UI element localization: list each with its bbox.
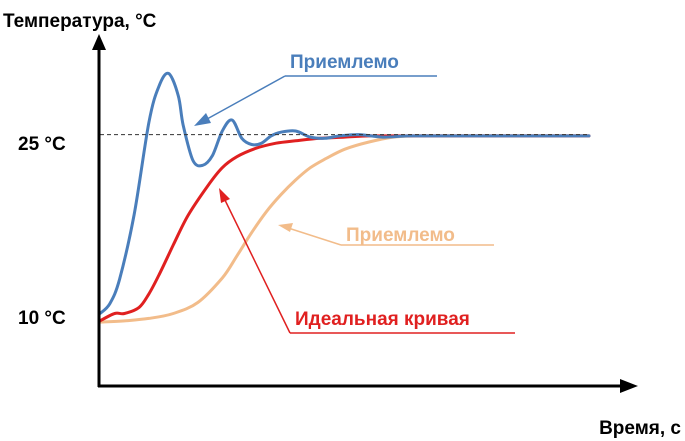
annotation-orange: Приемлемо xyxy=(278,223,494,246)
annotation-leader xyxy=(221,193,291,334)
y-axis-label: Температура, °C xyxy=(3,11,157,32)
y-axis-arrow xyxy=(92,34,106,50)
annotation-arrowhead xyxy=(278,223,293,232)
annotation-arrowhead xyxy=(219,188,230,203)
annotation-leader xyxy=(197,75,286,125)
x-axis-arrow xyxy=(620,379,638,393)
x-axis-label: Время, с xyxy=(599,418,681,439)
curves xyxy=(98,71,591,324)
annotation-label: Приемлемо xyxy=(290,52,399,73)
series-line-red xyxy=(98,134,591,323)
tick-label-25: 25 °C xyxy=(18,134,66,155)
annotation-leader xyxy=(281,225,342,246)
annotation-blue: Приемлемо xyxy=(194,52,437,126)
annotation-red: Идеальная кривая xyxy=(219,188,515,334)
series-line-blue xyxy=(98,71,591,315)
annotation-label: Идеальная кривая xyxy=(295,309,470,330)
series-line-orange xyxy=(98,134,591,324)
annotation-label: Приемлемо xyxy=(346,225,455,246)
tick-label-10: 10 °C xyxy=(18,308,66,329)
annotation-arrowhead xyxy=(194,113,211,126)
